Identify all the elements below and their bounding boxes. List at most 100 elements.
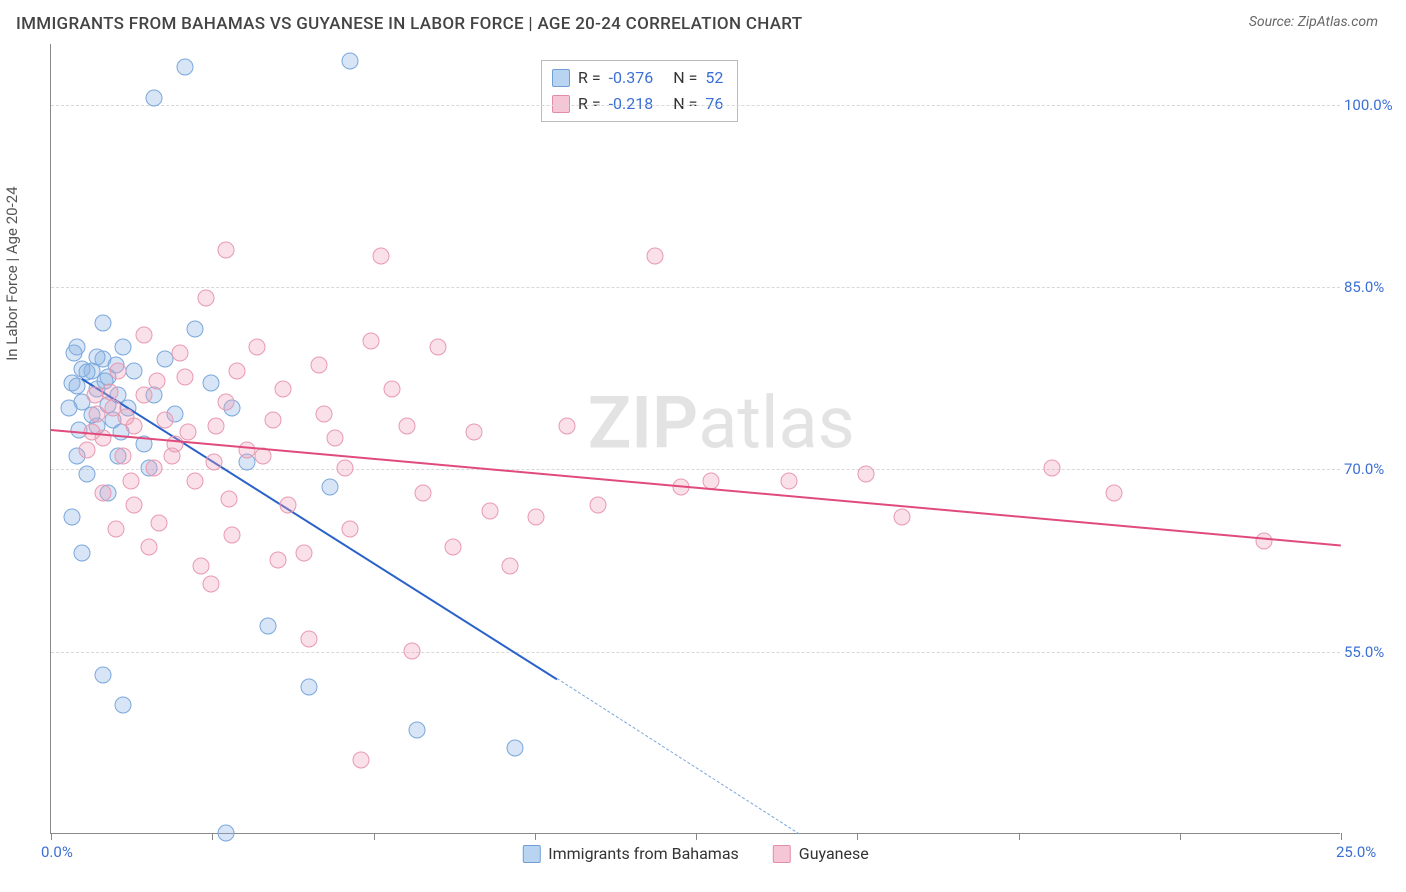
x-tick: [374, 833, 375, 840]
legend-item: Immigrants from Bahamas: [522, 844, 739, 863]
data-point: [342, 53, 359, 70]
data-point: [94, 430, 111, 447]
data-point: [102, 383, 119, 400]
x-tick: [1019, 833, 1020, 840]
data-point: [894, 509, 911, 526]
data-point: [135, 387, 152, 404]
data-point: [192, 557, 209, 574]
data-point: [148, 372, 165, 389]
source-attribution: Source: ZipAtlas.com: [1249, 14, 1378, 30]
data-point: [115, 338, 132, 355]
data-point: [264, 411, 281, 428]
stats-row: R = -0.376N = 52: [552, 65, 723, 91]
data-point: [146, 89, 163, 106]
data-point: [73, 545, 90, 562]
gridline: [51, 105, 1340, 106]
data-point: [780, 472, 797, 489]
watermark: ZIPatlas: [588, 380, 855, 465]
data-point: [326, 430, 343, 447]
data-point: [321, 478, 338, 495]
data-point: [228, 363, 245, 380]
data-point: [507, 739, 524, 756]
data-point: [218, 241, 235, 258]
trend-line: [51, 429, 1341, 546]
data-point: [414, 484, 431, 501]
data-point: [172, 344, 189, 361]
data-point: [528, 509, 545, 526]
data-point: [94, 484, 111, 501]
y-tick-label: 70.0%: [1344, 460, 1396, 478]
correlation-stats-box: R = -0.376N = 52R = -0.218N = 76: [541, 60, 738, 122]
data-point: [858, 466, 875, 483]
data-point: [223, 527, 240, 544]
data-point: [646, 247, 663, 264]
y-tick-label: 85.0%: [1344, 278, 1396, 296]
data-point: [208, 417, 225, 434]
data-point: [115, 697, 132, 714]
data-point: [89, 405, 106, 422]
x-tick: [1180, 833, 1181, 840]
legend-swatch: [522, 845, 540, 863]
data-point: [373, 247, 390, 264]
chart-area: In Labor Force | Age 20-24 ZIPatlas 0.0%…: [46, 44, 1386, 834]
data-point: [94, 314, 111, 331]
data-point: [197, 290, 214, 307]
x-axis-max-label: 25.0%: [1336, 843, 1388, 861]
data-point: [399, 417, 416, 434]
data-point: [122, 472, 139, 489]
gridline: [51, 287, 1340, 288]
y-tick-label: 100.0%: [1344, 96, 1396, 114]
data-point: [205, 454, 222, 471]
data-point: [316, 405, 333, 422]
data-point: [270, 551, 287, 568]
data-point: [301, 679, 318, 696]
data-point: [249, 338, 266, 355]
data-point: [187, 320, 204, 337]
data-point: [430, 338, 447, 355]
data-point: [1255, 533, 1272, 550]
x-tick: [696, 833, 697, 840]
data-point: [352, 752, 369, 769]
data-point: [342, 521, 359, 538]
data-point: [125, 363, 142, 380]
data-point: [61, 399, 78, 416]
data-point: [63, 509, 80, 526]
data-point: [94, 667, 111, 684]
data-point: [177, 369, 194, 386]
data-point: [202, 375, 219, 392]
data-point: [221, 490, 238, 507]
gridline: [51, 652, 1340, 653]
x-tick: [535, 833, 536, 840]
data-point: [409, 721, 426, 738]
data-point: [179, 423, 196, 440]
data-point: [559, 417, 576, 434]
data-point: [445, 539, 462, 556]
y-axis-label: In Labor Force | Age 20-24: [3, 186, 21, 360]
x-axis-min-label: 0.0%: [41, 843, 73, 861]
data-point: [703, 472, 720, 489]
data-point: [311, 357, 328, 374]
data-point: [125, 496, 142, 513]
legend-swatch: [773, 845, 791, 863]
trend-line: [556, 679, 799, 835]
data-point: [466, 423, 483, 440]
data-point: [1044, 460, 1061, 477]
x-tick: [212, 833, 213, 840]
data-point: [280, 496, 297, 513]
data-point: [177, 59, 194, 76]
data-point: [146, 460, 163, 477]
x-tick: [51, 833, 52, 840]
data-point: [239, 442, 256, 459]
data-point: [110, 363, 127, 380]
y-tick-label: 55.0%: [1344, 643, 1396, 661]
data-point: [117, 409, 134, 426]
data-point: [404, 642, 421, 659]
data-point: [275, 381, 292, 398]
data-point: [1105, 484, 1122, 501]
data-point: [86, 387, 103, 404]
data-point: [259, 618, 276, 635]
header: IMMIGRANTS FROM BAHAMAS VS GUYANESE IN L…: [0, 0, 1406, 40]
data-point: [337, 460, 354, 477]
data-point: [362, 332, 379, 349]
data-point: [151, 515, 168, 532]
